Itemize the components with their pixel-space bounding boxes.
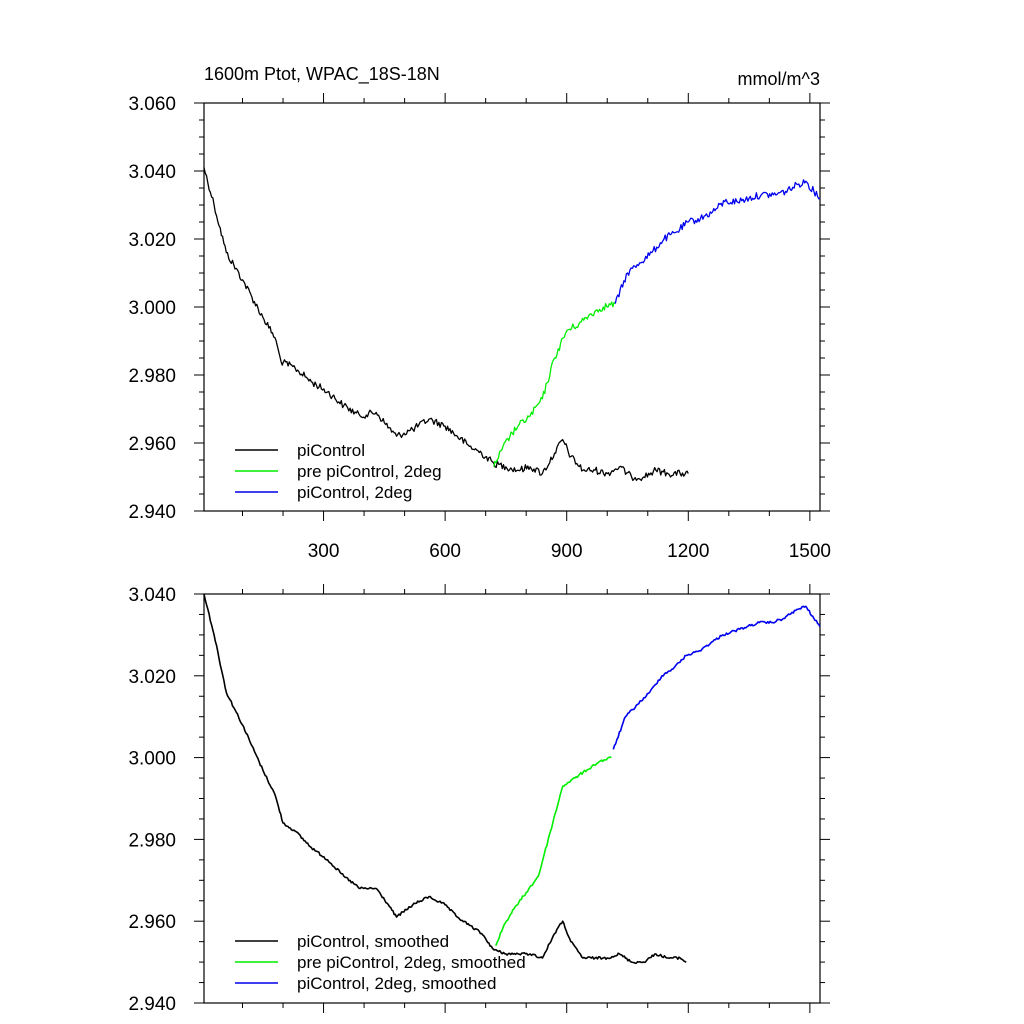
bottom-y-tick-label: 3.020 — [128, 667, 176, 688]
top-series-line-1 — [493, 301, 616, 467]
top-series-line-0 — [203, 167, 689, 482]
top-y-tick-label: 3.040 — [128, 162, 176, 183]
top-legend-label-0: piControl — [297, 441, 365, 460]
bottom-legend-label-2: piControl, 2deg, smoothed — [297, 974, 496, 993]
bottom-panel: 2.940 2.960 2.980 3.000 3.020 3.040 piControl,… — [128, 584, 830, 1015]
top-y-tick-label: 3.020 — [128, 230, 176, 251]
bottom-y-tick-label: 2.980 — [128, 830, 176, 851]
top-x-tick-label: 1200 — [667, 541, 709, 562]
top-y-tick-label: 3.060 — [128, 94, 176, 115]
top-legend-label-1: pre piControl, 2deg — [297, 462, 442, 481]
bottom-y-tick-label: 2.940 — [128, 994, 176, 1015]
top-panel: 1600m Ptot, WPAC_18S-18N mmol/m^3 300 600… — [128, 64, 831, 562]
bottom-y-tick-label: 2.960 — [128, 912, 176, 933]
bottom-series-line-1 — [495, 756, 612, 946]
top-x-tick-label: 600 — [429, 541, 461, 562]
bottom-y-tick-label: 3.000 — [128, 749, 176, 770]
top-legend-label-2: piControl, 2deg — [297, 483, 412, 502]
top-x-tick-label: 1500 — [789, 541, 831, 562]
top-x-tick-label: 900 — [551, 541, 583, 562]
top-x-tick-label: 300 — [308, 541, 340, 562]
top-chart-title: 1600m Ptot, WPAC_18S-18N — [204, 64, 440, 85]
bottom-legend-label-1: pre piControl, 2deg, smoothed — [297, 953, 526, 972]
top-y-tick-label: 3.000 — [128, 298, 176, 319]
top-y-tick-label: 2.960 — [128, 434, 176, 455]
top-y-tick-label: 2.980 — [128, 366, 176, 387]
bottom-series-line-2 — [612, 605, 821, 750]
bottom-legend-label-0: piControl, smoothed — [297, 932, 449, 951]
top-series-line-2 — [614, 179, 821, 304]
top-y-tick-label: 2.940 — [128, 502, 176, 523]
bottom-series-line-0 — [203, 593, 687, 964]
bottom-y-tick-label: 3.040 — [128, 585, 176, 606]
top-chart-units: mmol/m^3 — [738, 69, 820, 89]
